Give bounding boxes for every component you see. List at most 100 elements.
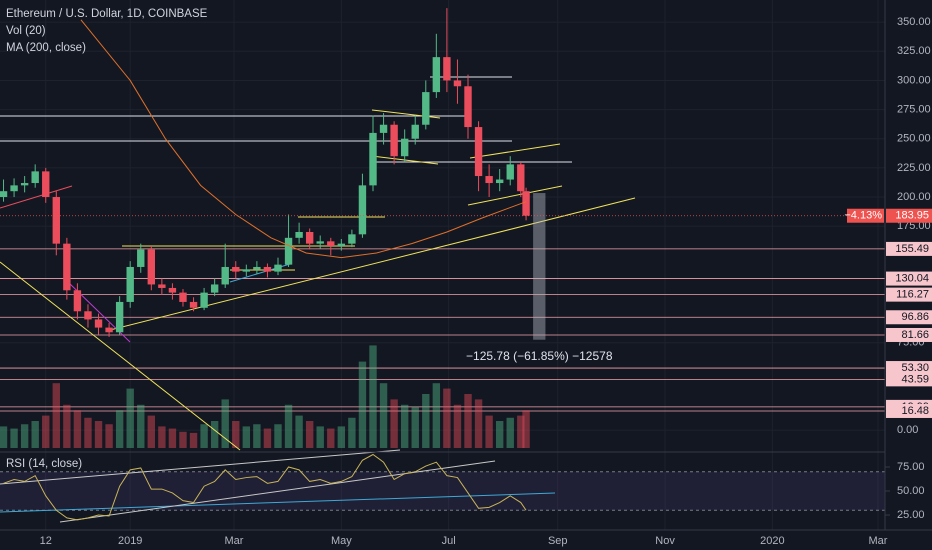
candle-body [358, 185, 367, 235]
rsi-band [0, 471, 885, 511]
volume-bar [221, 399, 229, 448]
candle-body [232, 266, 240, 272]
candle-body [522, 191, 530, 216]
candle-body [31, 171, 39, 184]
volume-bar [411, 406, 419, 448]
chart-title: Ethereum / U.S. Dollar, 1D, COINBASE [6, 8, 208, 20]
volume-bar [464, 394, 472, 448]
candle-body [200, 292, 208, 308]
candle-body [337, 243, 346, 246]
volume-bar [263, 428, 272, 448]
y-tick-label: 200.00 [897, 191, 931, 203]
candle-body [464, 86, 472, 128]
candle-body [158, 284, 166, 288]
candle-body [63, 243, 71, 291]
volume-bar [179, 431, 187, 448]
x-tick-label: 2020 [760, 535, 784, 547]
measure-box [533, 193, 546, 340]
y-tick-label: 175.00 [897, 220, 931, 232]
level-tag [886, 241, 932, 256]
volume-bar [10, 428, 18, 448]
volume-bar [200, 424, 208, 448]
volume-bar [506, 417, 514, 448]
level-label: 81.66 [901, 329, 929, 341]
candle-body [242, 269, 251, 272]
level-label: 130.04 [895, 272, 929, 284]
candle-body [517, 164, 525, 192]
volume-bar [84, 417, 92, 448]
candle-body [52, 197, 60, 244]
candle-body [369, 132, 377, 186]
volume-bar [422, 394, 430, 448]
level-tag [886, 271, 932, 286]
rsi-tick-label: 50.00 [897, 485, 925, 497]
trend-line [0, 185, 73, 209]
volume-bar [253, 424, 261, 448]
level-label: 96.86 [901, 311, 929, 323]
volume-bar [31, 421, 39, 448]
volume-bar [63, 404, 71, 448]
x-tick-label: 12 [40, 535, 52, 547]
x-tick-label: Mar [868, 535, 887, 547]
grid [0, 0, 885, 530]
candle-body [20, 183, 29, 186]
rsi-legend: RSI (14, close) [6, 458, 82, 470]
level-tag [886, 327, 932, 342]
candle-body [147, 249, 156, 285]
price-pane: −125.78 (−61.85%) −12578 [0, 8, 885, 521]
volume-bar [295, 415, 303, 448]
candle-body [453, 80, 462, 87]
level-label: 43.59 [901, 373, 929, 385]
y-tick-label: 300.00 [897, 74, 931, 86]
candle-body [379, 124, 388, 133]
candle-body [84, 311, 92, 320]
x-tick-label: Nov [655, 535, 675, 547]
candle-body [284, 237, 293, 265]
rsi-tick-label: 75.00 [897, 461, 925, 473]
volume-bar [443, 388, 451, 448]
volume-bar [137, 404, 145, 448]
trend-line [467, 185, 563, 206]
volume-bar [495, 421, 504, 448]
change-tag [847, 208, 884, 223]
candle-body [263, 266, 272, 272]
candle-body [115, 301, 124, 333]
volume-bar [105, 424, 113, 448]
last-price-tag [886, 208, 932, 223]
level-label: 16.48 [901, 405, 929, 417]
rsi-trend-line [0, 492, 556, 513]
volume-bar [485, 415, 493, 448]
y-tick-label: 225.00 [897, 162, 931, 174]
volume-bar [305, 421, 314, 448]
volume-bar [379, 383, 388, 448]
volume-bar [316, 426, 324, 448]
y-tick-label: 275.00 [897, 103, 931, 115]
level-tag [886, 287, 932, 302]
rsi-tick-label: 25.00 [897, 509, 925, 521]
candle-body [210, 284, 219, 293]
volume-bar [517, 415, 525, 448]
rsi-trend-line [59, 460, 496, 523]
volume-bar [147, 415, 156, 448]
candle-body [348, 234, 356, 244]
candle-body [253, 266, 261, 270]
volume-bar [94, 421, 103, 448]
candle-body [443, 57, 451, 81]
ma-line [80, 19, 527, 259]
rsi-trend-line [0, 449, 401, 485]
level-label: 155.49 [895, 243, 929, 255]
volume-bar [327, 428, 335, 448]
volume-bar [210, 421, 219, 448]
candle-body [126, 266, 134, 302]
volume-bar [284, 404, 293, 448]
change-label: −4.13% [844, 210, 882, 222]
volume-pane [0, 345, 530, 448]
volume-legend: Vol (20) [6, 25, 46, 37]
candle-body [506, 164, 514, 180]
candle-body [10, 185, 18, 192]
y-tick-label: 250.00 [897, 133, 931, 145]
x-tick-label: 2019 [118, 535, 142, 547]
candle-body [274, 264, 282, 272]
volume-bar [242, 426, 251, 448]
